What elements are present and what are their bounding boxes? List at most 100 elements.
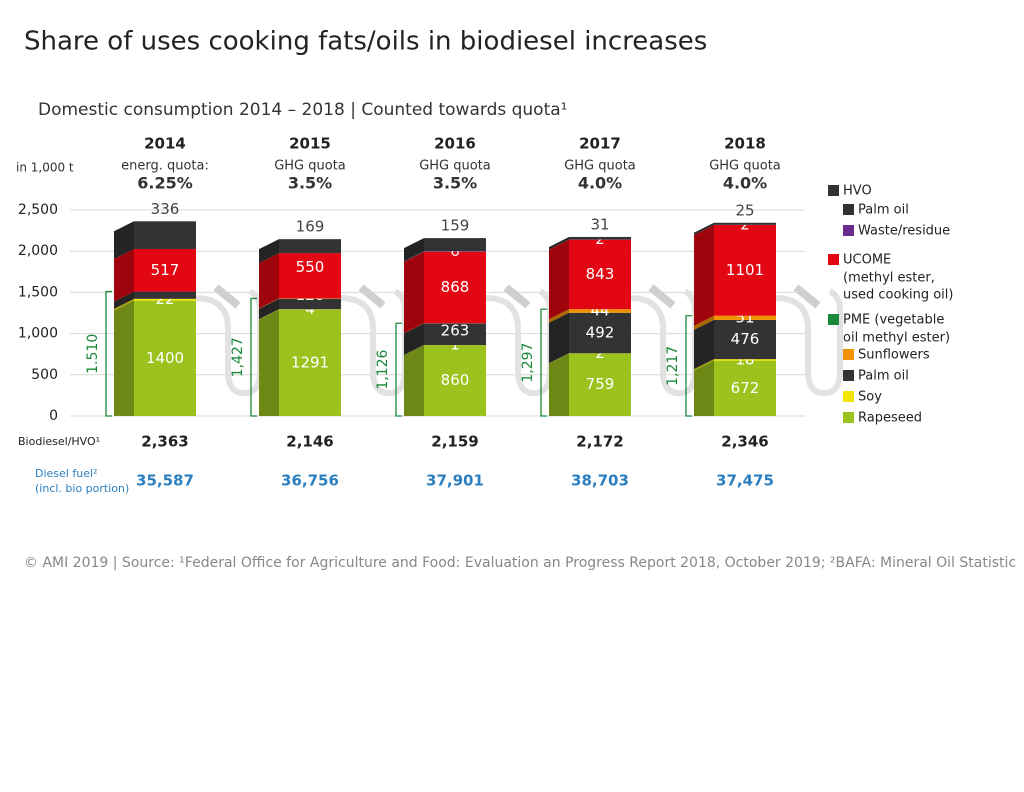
- legend-group: HVO: [843, 184, 872, 199]
- bar-side: [549, 236, 569, 250]
- legend-swatch: [843, 370, 854, 381]
- pump-nozzle: [648, 284, 676, 309]
- bar-side: [549, 239, 569, 320]
- value-label: 31: [590, 215, 609, 233]
- quota-type: GHG quota: [419, 159, 491, 174]
- bar-segment: [569, 353, 631, 416]
- y-tick-label: 0: [49, 408, 58, 424]
- y-tick-label: 500: [31, 367, 58, 383]
- value-label: 476: [731, 330, 760, 348]
- bar-side: [259, 298, 279, 320]
- bar-side: [114, 291, 134, 309]
- bar-side: [694, 222, 714, 235]
- value-label: 517: [151, 261, 180, 279]
- value-label: 843: [586, 265, 615, 283]
- quota-type: GHG quota: [564, 159, 636, 174]
- bar-segment: [569, 309, 631, 313]
- bar-side: [694, 319, 714, 370]
- value-label: 492: [586, 324, 615, 342]
- value-label: 759: [586, 375, 615, 393]
- legend-swatch: [828, 254, 839, 265]
- legend-group: PME (vegetable: [843, 313, 944, 328]
- bar-side: [259, 309, 279, 320]
- totals-label: Biodiesel/HVO¹: [18, 435, 100, 448]
- legend-group: UCOME: [843, 253, 891, 268]
- y-tick-label: 2,500: [18, 202, 58, 218]
- bar-segment: [569, 239, 631, 310]
- bar-side: [259, 239, 279, 264]
- pump-nozzle: [358, 284, 386, 309]
- value-label: 672: [731, 379, 760, 397]
- pme-bracket: [685, 315, 692, 417]
- bar-segment: [279, 239, 341, 254]
- bar-segment: [714, 359, 776, 361]
- value-label: 1101: [726, 261, 764, 279]
- pump-nozzle: [503, 284, 531, 309]
- bar-side: [694, 359, 714, 371]
- legend-swatch: [843, 225, 854, 236]
- source: © AMI 2019 | Source: ¹Federal Office for…: [24, 555, 1016, 571]
- bar-side: [259, 253, 279, 309]
- legend-swatch: [843, 391, 854, 402]
- value-label: 868: [441, 278, 470, 296]
- bar-side: [549, 309, 569, 323]
- bar-segment: [134, 221, 196, 249]
- value-label: 1400: [146, 349, 184, 367]
- bar-side: [694, 224, 714, 326]
- legend-swatch: [843, 349, 854, 360]
- diesel-value: 35,587: [136, 472, 194, 490]
- bar-side: [404, 251, 424, 334]
- legend-swatch: [843, 412, 854, 423]
- bar-side: [404, 323, 424, 356]
- legend-note: used cooking oil): [843, 288, 953, 303]
- bar-side: [114, 221, 134, 259]
- bar-side: [114, 298, 134, 311]
- value-label: 169: [296, 218, 325, 236]
- pme-total-label: 1,427: [230, 337, 246, 377]
- diesel-label: Diesel fuel²: [35, 467, 97, 480]
- pme-bracket: [540, 308, 547, 417]
- bar-segment: [134, 298, 196, 301]
- y-tick-label: 2,000: [18, 243, 58, 259]
- bar-side: [694, 360, 714, 416]
- diesel-value: 38,703: [571, 472, 629, 490]
- diesel-value: 37,901: [426, 472, 484, 490]
- quota-value: 4.0%: [723, 174, 767, 193]
- legend-swatch: [828, 314, 839, 325]
- legend-label: Palm oil: [858, 369, 909, 384]
- legend-note: oil methyl ester): [843, 331, 950, 346]
- pme-total-label: 1.510: [85, 334, 101, 374]
- legend-label: Rapeseed: [858, 411, 922, 426]
- total-value: 2,159: [431, 433, 478, 451]
- bar-side: [259, 309, 279, 416]
- year-label: 2016: [434, 135, 476, 153]
- bar-segment: [714, 224, 776, 316]
- y-tick-label: 1,000: [18, 326, 58, 342]
- bar-segment: [569, 236, 631, 240]
- bar-segment: [424, 345, 486, 416]
- bar-side: [549, 353, 569, 416]
- bar-segment: [424, 323, 486, 346]
- value-label: 25: [735, 201, 754, 219]
- legend-label: Palm oil: [858, 203, 909, 218]
- chart-subtitle: Domestic consumption 2014 – 2018 | Count…: [38, 100, 567, 120]
- bar-side: [694, 315, 714, 330]
- bar-segment: [134, 300, 196, 416]
- bar-segment: [569, 312, 631, 354]
- legend-label: Sunflowers: [858, 348, 930, 363]
- quota-value: 3.5%: [433, 174, 477, 193]
- bar-side: [259, 298, 279, 309]
- bar-segment: [279, 253, 341, 299]
- y-unit: in 1,000 t: [16, 161, 74, 175]
- bar-side: [114, 248, 134, 302]
- pme-total-label: 1,297: [520, 343, 536, 383]
- legend-note: (methyl ester,: [843, 271, 935, 286]
- bar-side: [114, 300, 134, 416]
- total-value: 2,172: [576, 433, 623, 451]
- pump-hose: [775, 288, 843, 397]
- bar-segment: [714, 222, 776, 225]
- legend-swatch: [843, 204, 854, 215]
- year-label: 2018: [724, 135, 766, 153]
- bar-segment: [424, 238, 486, 252]
- chart-title: Share of uses cooking fats/oils in biodi…: [24, 27, 707, 57]
